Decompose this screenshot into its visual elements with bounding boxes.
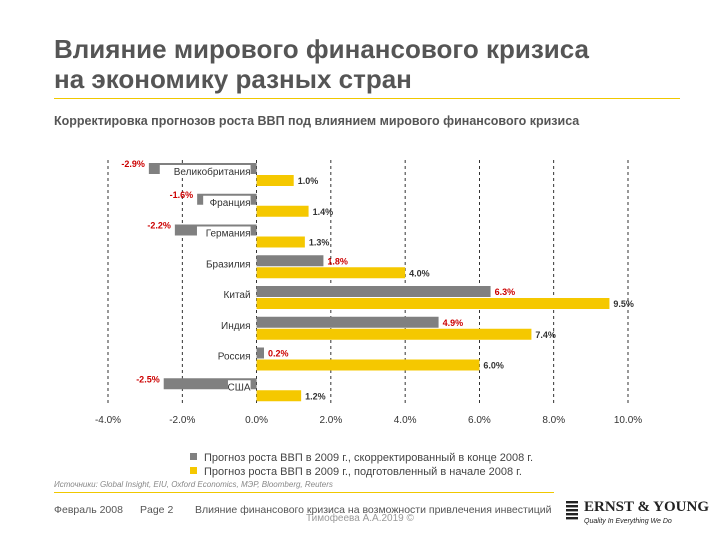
value-label-revised-2: -2.2% <box>147 221 171 231</box>
category-label-bg-5 <box>215 318 251 332</box>
footer-page: Page 2 <box>140 504 174 516</box>
value-label-revised-5: 4.9% <box>443 318 464 328</box>
title-divider <box>54 98 680 99</box>
category-label-4: Китай <box>224 290 251 301</box>
category-label-bg-6 <box>209 349 251 363</box>
bar-original-6 <box>256 359 480 371</box>
value-label-original-7: 1.2% <box>305 391 326 401</box>
source-note: Источники: Global Insight, EIU, Oxford E… <box>54 480 333 489</box>
legend-label-original: Прогноз роста ВВП в 2009 г., подготовлен… <box>204 466 522 478</box>
bar-original-5 <box>256 328 532 340</box>
category-label-1: Франция <box>210 198 251 209</box>
category-label-6: Россия <box>218 352 251 363</box>
value-label-revised-0: -2.9% <box>121 159 145 169</box>
x-tick-label-3: 2.0% <box>319 415 342 426</box>
value-label-original-6: 6.0% <box>483 361 504 371</box>
category-label-2: Германия <box>206 229 251 240</box>
bar-original-0 <box>256 175 294 186</box>
legend-item-original: Прогноз роста ВВП в 2009 г., подготовлен… <box>190 466 522 478</box>
footer-date: Февраль 2008 <box>54 504 123 516</box>
bar-original-1 <box>256 205 309 217</box>
bar-original-4 <box>256 298 610 309</box>
category-label-0: Великобритания <box>174 166 251 178</box>
bar-original-7 <box>256 390 302 402</box>
slide-title-line-1: Влияние мирового финансового кризиса <box>54 34 589 64</box>
bar-revised-4 <box>256 286 491 297</box>
value-label-revised-6: 0.2% <box>268 349 289 359</box>
slide-title-line-2: на экономику разных стран <box>54 64 412 94</box>
value-label-original-1: 1.4% <box>313 207 334 217</box>
footer-doc-title: Влияние финансового кризиса на возможнос… <box>195 504 552 516</box>
category-label-3: Бразилия <box>206 259 251 270</box>
category-label-bg-0 <box>159 165 251 178</box>
value-label-original-5: 7.4% <box>535 330 556 340</box>
value-label-original-4: 9.5% <box>613 299 634 309</box>
legend-label-revised: Прогноз роста ВВП в 2009 г., скорректиро… <box>204 452 534 464</box>
value-label-original-2: 1.3% <box>309 238 330 248</box>
chart-subtitle: Корректировка прогнозов роста ВВП под вл… <box>54 114 580 128</box>
category-label-bg-1 <box>203 195 251 209</box>
footer-divider <box>54 492 554 493</box>
legend-item-revised: Прогноз роста ВВП в 2009 г., скорректиро… <box>190 452 533 464</box>
bar-original-2 <box>256 236 305 248</box>
value-label-original-0: 1.0% <box>298 176 319 186</box>
x-tick-label-4: 4.0% <box>394 415 417 426</box>
category-label-5: Индия <box>221 321 251 332</box>
logo-stripes-icon <box>566 501 578 520</box>
gdp-forecast-chart: -4.0% -2.0% 0.0% 2.0% 4.0% 6.0% 8.0% 10.0% Велик… <box>95 159 642 426</box>
logo-name: ERNST & YOUNG <box>584 499 710 515</box>
x-tick-label-2: 0.0% <box>245 415 268 426</box>
value-label-revised-7: -2.5% <box>136 374 160 384</box>
legend-swatch-yellow <box>190 467 197 474</box>
legend-swatch-gray <box>190 453 197 460</box>
bar-revised-5 <box>256 316 439 328</box>
bar-original-3 <box>256 267 406 279</box>
x-tick-label-1: -2.0% <box>169 415 195 426</box>
category-label-bg-7 <box>227 380 251 394</box>
category-label-bg-2 <box>196 226 251 240</box>
ernst-young-logo: ERNST & YOUNG Quality In Everything We D… <box>566 498 709 532</box>
x-tick-label-5: 6.0% <box>468 415 491 426</box>
bar-revised-6 <box>256 347 264 359</box>
category-label-bg-4 <box>215 288 251 301</box>
value-label-revised-1: -1.6% <box>170 190 194 200</box>
slide-title: Влияние мирового финансового кризиса на … <box>54 34 684 94</box>
value-label-revised-3: 1.8% <box>327 256 348 266</box>
x-tick-label-0: -4.0% <box>95 415 121 426</box>
logo-slogan: Quality In Everything We Do <box>584 518 672 525</box>
watermark: Тимофеева А.А.2019 © <box>306 513 414 524</box>
bar-revised-3 <box>256 255 324 267</box>
value-label-original-3: 4.0% <box>409 268 430 278</box>
bar-revised-7 <box>163 378 257 390</box>
category-label-bg-3 <box>196 257 251 271</box>
value-label-revised-4: 6.3% <box>495 287 516 297</box>
category-label-7: США <box>228 382 251 393</box>
x-tick-label-6: 8.0% <box>542 415 565 426</box>
x-tick-label-7: 10.0% <box>614 415 642 426</box>
